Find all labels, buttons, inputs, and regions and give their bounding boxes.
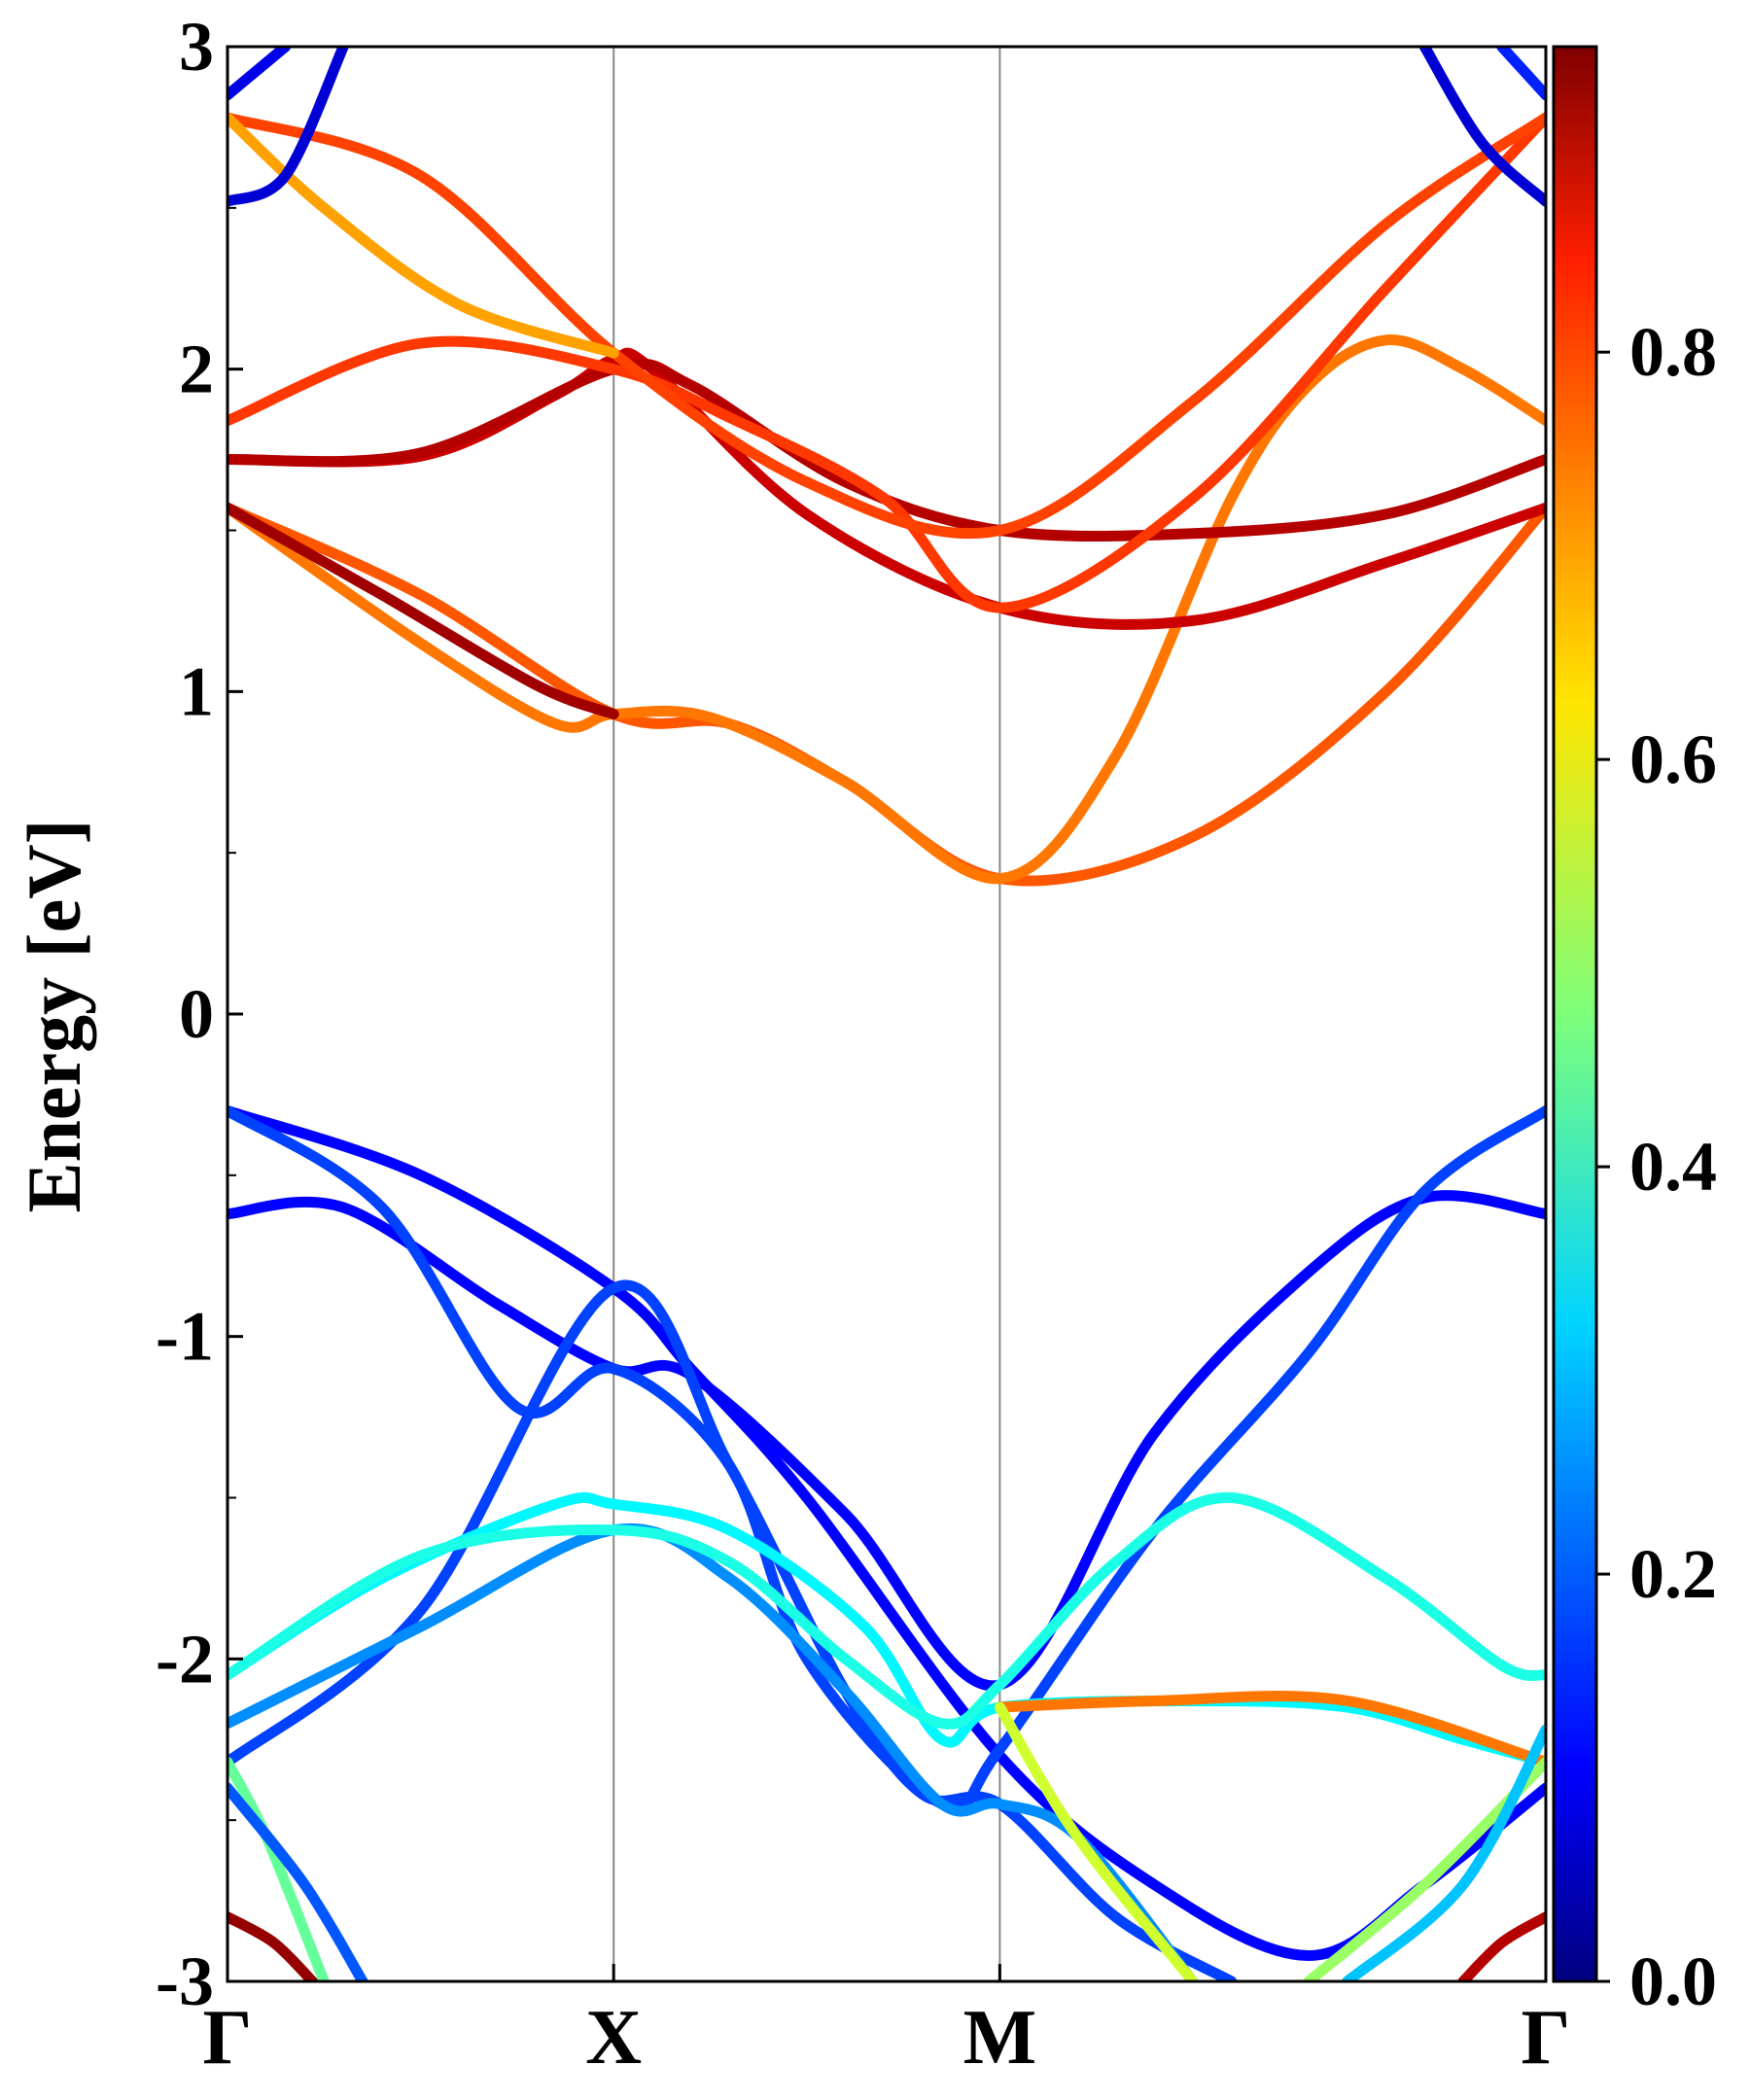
band-line-13 [1342,1724,1546,1981]
band-line-8 [994,1691,1546,1768]
y-tick-label: -3 [156,1942,214,2020]
y-tick-label: 3 [179,8,214,86]
band-line-9 [994,1701,1199,1981]
band-line-15 [1457,1911,1546,1981]
band-line-27 [1496,47,1546,101]
band-line-14 [228,1911,318,1981]
band-line-11 [228,1782,368,1981]
colorbar-tick-label: 0.8 [1629,313,1717,391]
x-tick-label: Γ [1522,1995,1571,2081]
band-line-20 [228,359,1546,542]
band-line-22 [228,112,1546,540]
x-tick-label: M [963,1995,1037,2081]
band-line-2 [228,1190,1546,1692]
y-tick-label: 1 [179,652,214,730]
band-line-4 [228,1279,1238,1981]
x-tick-label: X [585,1995,642,2081]
band-line-21 [228,112,1546,613]
band-line-17 [228,334,1546,885]
y-axis: -3 -2 -1 0 1 2 3 [156,8,243,2020]
y-tick-label: 2 [179,331,214,408]
x-tick-label: Γ [203,1995,253,2081]
band-line-6 [228,1491,1546,1768]
y-tick-label: -1 [156,1298,214,1376]
colorbar-tick-label: 0.4 [1629,1128,1717,1206]
colorbar-tick-label: 0.2 [1629,1535,1717,1613]
colorbar-tick-label: 0.0 [1629,1942,1717,2020]
colorbar [1552,45,1598,1983]
band-line-18 [228,502,619,719]
band-line-7 [228,1491,1546,1730]
band-line-19 [228,347,1546,630]
colorbar-axis: 0.0 0.2 0.4 0.6 0.8 [1596,313,1717,2020]
band-lines [228,47,1546,1981]
band-line-5 [228,1522,1199,1981]
colorbar-tick-label: 0.6 [1629,720,1717,798]
band-line-25 [228,47,292,101]
band-line-26 [1418,47,1546,207]
y-tick-label: -2 [156,1620,214,1698]
y-axis-label: Energy [eV] [12,819,96,1212]
band-line-24 [228,47,349,207]
y-tick-label: 0 [179,975,214,1053]
band-line-23 [228,112,619,359]
